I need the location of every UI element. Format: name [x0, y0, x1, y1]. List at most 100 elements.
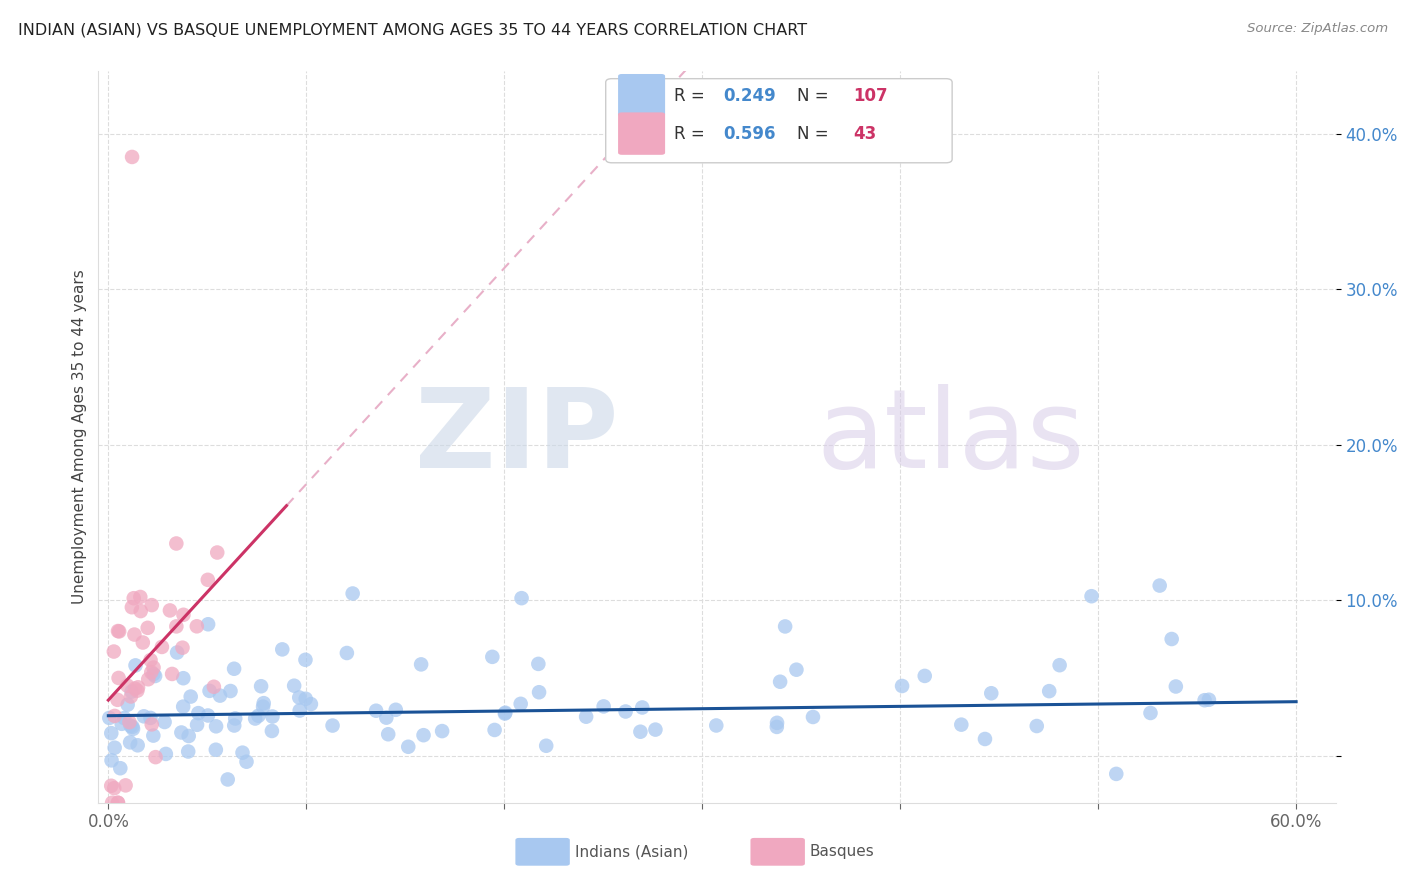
Point [253, 696, 276, 710]
Point [197, 573, 219, 587]
Point [120, 719, 142, 733]
Text: 107: 107 [853, 87, 887, 105]
Point [120, 735, 142, 749]
Point [108, 624, 131, 639]
Point [510, 591, 533, 606]
Point [250, 679, 273, 693]
Point [484, 723, 506, 737]
Point [117, 698, 139, 712]
Point [177, 745, 200, 759]
Point [197, 617, 219, 632]
Point [172, 699, 194, 714]
FancyBboxPatch shape [606, 78, 952, 163]
Point [950, 717, 973, 731]
Point [100, 726, 122, 740]
Point [136, 621, 159, 635]
Point [592, 699, 614, 714]
Point [202, 680, 225, 694]
Point [121, 684, 143, 698]
Point [366, 704, 388, 718]
Text: INDIAN (ASIAN) VS BASQUE UNEMPLOYMENT AMONG AGES 35 TO 44 YEARS CORRELATION CHAR: INDIAN (ASIAN) VS BASQUE UNEMPLOYMENT AM… [18, 22, 807, 37]
Text: R =: R = [673, 87, 710, 105]
Point [299, 697, 322, 711]
Point [288, 704, 311, 718]
Point [1160, 632, 1182, 646]
Point [575, 709, 598, 723]
Point [224, 718, 246, 732]
Point [107, 624, 129, 638]
Point [207, 545, 229, 559]
Point [150, 640, 173, 654]
Text: ZIP: ZIP [415, 384, 619, 491]
Point [127, 681, 149, 695]
Point [153, 714, 176, 729]
Point [205, 719, 228, 733]
Point [1198, 692, 1220, 706]
Point [375, 711, 398, 725]
Point [222, 662, 245, 676]
Point [801, 710, 824, 724]
Point [628, 724, 651, 739]
Point [98, 711, 121, 725]
Point [127, 739, 149, 753]
Point [165, 536, 187, 550]
Point [377, 727, 399, 741]
Point [980, 686, 1002, 700]
Point [122, 591, 145, 606]
Point [124, 627, 146, 641]
Point [124, 658, 146, 673]
Point [252, 699, 274, 714]
Point [294, 691, 316, 706]
Point [118, 715, 141, 730]
Point [336, 646, 359, 660]
Point [114, 778, 136, 792]
Point [101, 796, 124, 810]
Point [384, 703, 406, 717]
Point [136, 672, 159, 686]
Point [1038, 684, 1060, 698]
Point [142, 729, 165, 743]
Point [142, 660, 165, 674]
Point [170, 725, 193, 739]
Point [121, 150, 143, 164]
Point [481, 649, 503, 664]
Text: 0.249: 0.249 [723, 87, 776, 105]
Point [104, 740, 127, 755]
Point [121, 720, 143, 734]
Point [411, 657, 433, 672]
Point [614, 705, 637, 719]
Point [139, 653, 162, 667]
Point [283, 679, 305, 693]
Point [129, 604, 152, 618]
Point [129, 590, 152, 604]
Point [288, 690, 311, 705]
Point [142, 667, 165, 681]
Point [117, 679, 139, 693]
Text: R =: R = [673, 126, 710, 144]
Point [231, 746, 253, 760]
Point [494, 706, 516, 720]
Point [139, 711, 162, 725]
Point [430, 724, 453, 739]
Point [166, 646, 188, 660]
Point [107, 796, 129, 810]
Point [122, 722, 145, 736]
Point [271, 642, 294, 657]
Point [509, 697, 531, 711]
Point [103, 644, 125, 658]
Point [785, 663, 807, 677]
Point [107, 671, 129, 685]
Point [141, 717, 163, 731]
Point [527, 657, 550, 671]
Point [534, 739, 557, 753]
Point [1080, 589, 1102, 603]
Point [197, 708, 219, 723]
Point [260, 723, 283, 738]
Point [121, 600, 143, 615]
Point [1105, 767, 1128, 781]
Point [145, 750, 167, 764]
Point [773, 619, 796, 633]
Point [1194, 693, 1216, 707]
Point [205, 743, 228, 757]
Point [177, 729, 200, 743]
